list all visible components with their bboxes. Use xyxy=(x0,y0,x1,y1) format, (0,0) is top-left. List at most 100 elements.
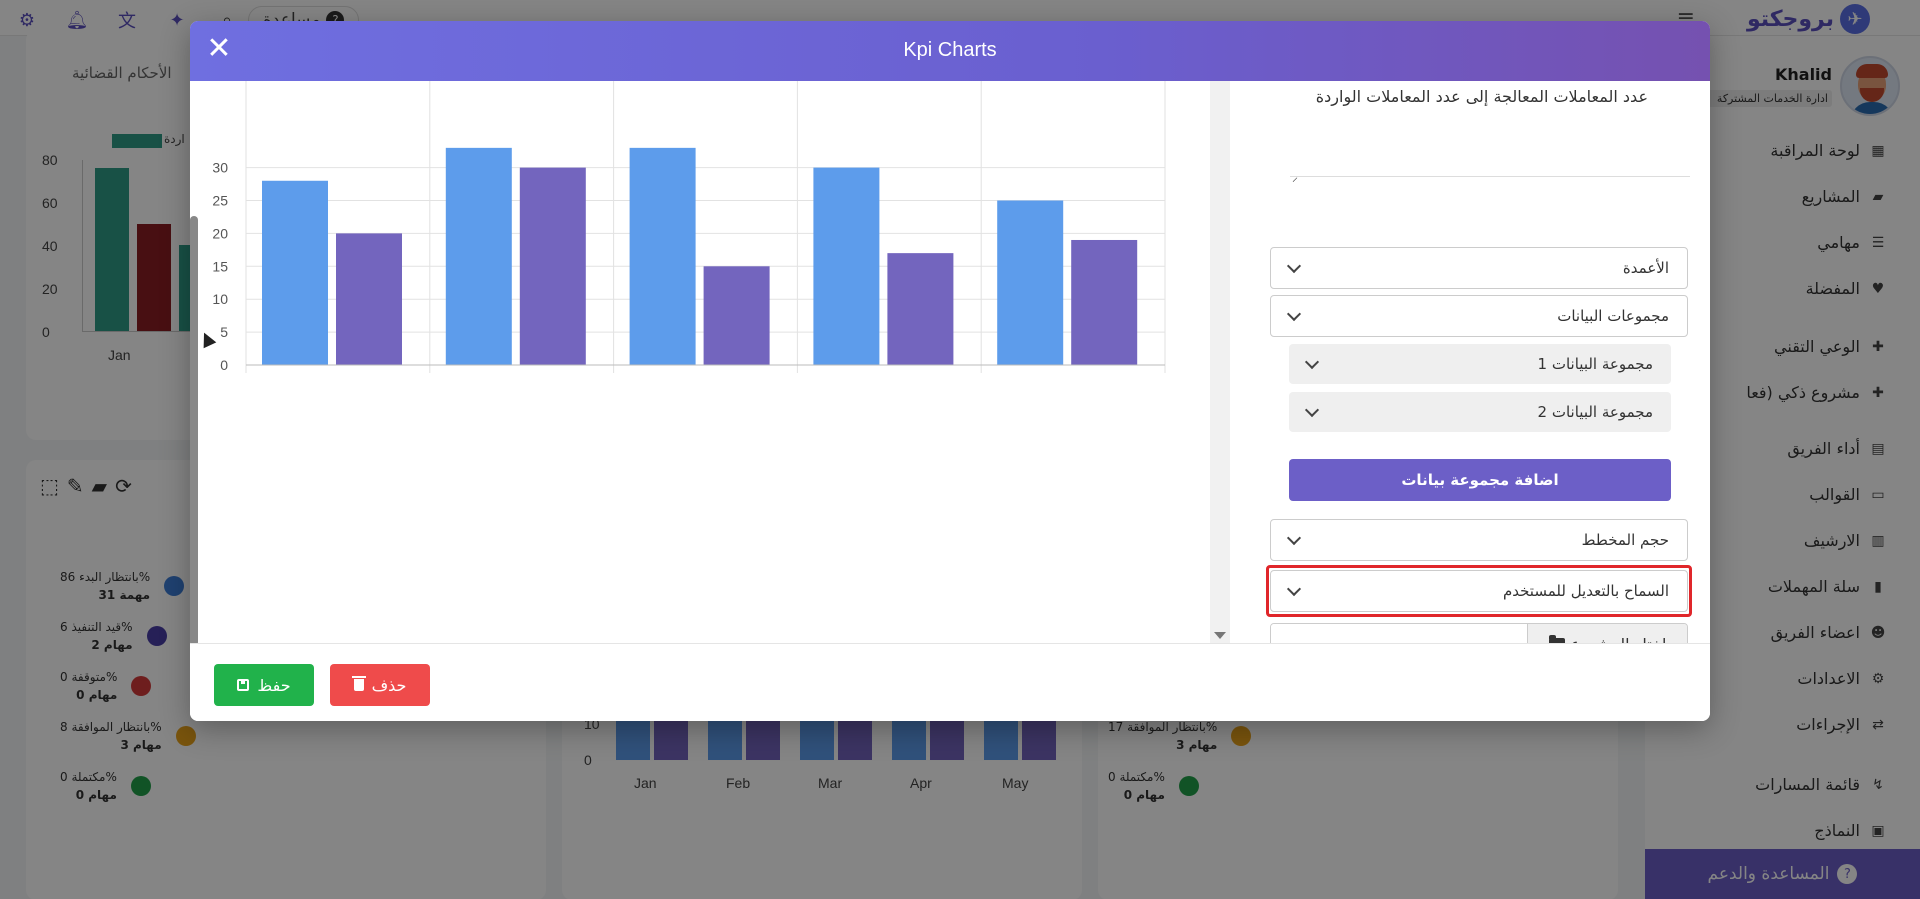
sparkle-icon[interactable]: ✦ xyxy=(169,9,185,31)
sidebar-item[interactable]: أداء الفريق ▤ xyxy=(1645,426,1920,471)
status-text: بانتظار الموافقة 8% 3 مهام xyxy=(60,720,162,752)
refresh-icon[interactable]: ⟳ xyxy=(115,474,132,498)
user-name: Khalid xyxy=(1774,65,1832,84)
sidebar-item[interactable]: الارشيف ▥ xyxy=(1645,518,1920,563)
card1-x-label: Jan xyxy=(108,347,131,363)
sidebar-item[interactable]: سلة المهملات ▮ xyxy=(1645,564,1920,609)
sidebar-item[interactable]: المفضلة ♥ xyxy=(1645,266,1920,311)
chart-bar[interactable] xyxy=(262,180,328,365)
sidebar-item[interactable]: المشاريع ▰ xyxy=(1645,174,1920,219)
chart-bar[interactable] xyxy=(703,266,770,365)
sidebar-item-label: الاعدادات xyxy=(1797,669,1860,688)
user-profile[interactable]: Khalid ادارة الخدمات المشتركة xyxy=(1692,56,1900,116)
close-icon[interactable]: ✕ xyxy=(206,31,232,66)
gear-icon[interactable]: ⚙ xyxy=(18,9,36,31)
scrollbar-thumb[interactable] xyxy=(190,216,198,643)
route-icon: ↯ xyxy=(1872,776,1884,793)
sidebar-item[interactable]: الاعدادات ⚙ xyxy=(1645,656,1920,701)
status-count: 31 مهمة xyxy=(98,588,151,602)
delete-button[interactable]: حذف xyxy=(330,664,430,706)
chart-bar[interactable] xyxy=(629,147,696,365)
status-count: 2 مهام xyxy=(91,638,133,652)
status-count: 3 مهام xyxy=(120,738,162,752)
sidebar-item[interactable]: قائمة المسارات ↯ xyxy=(1645,762,1920,807)
scroll-down-icon[interactable] xyxy=(1214,632,1226,639)
list-icon: ☰ xyxy=(1871,234,1885,251)
chart-bar[interactable] xyxy=(519,167,586,365)
sidebar-item[interactable]: القوالب ▭ xyxy=(1645,472,1920,517)
chart-settings-panel: عدد المعاملات المعالجة إلى عدد المعاملات… xyxy=(1230,81,1710,643)
columns-select[interactable]: الأعمدة xyxy=(1270,247,1688,289)
trash-icon xyxy=(351,676,366,691)
sidebar-item[interactable]: مشروع ذكي (فعا ✚ xyxy=(1645,370,1920,415)
y-tick-label: 30 xyxy=(212,160,228,176)
brand-logo-icon: ✈ xyxy=(1840,4,1870,34)
edit-icon[interactable]: ✎ xyxy=(66,474,84,498)
sidebar-item-label: الارشيف xyxy=(1803,531,1860,550)
chevron-down-icon xyxy=(1304,402,1320,418)
avatar[interactable] xyxy=(1840,56,1900,116)
modal-footer: حفظ حذف xyxy=(190,643,1710,721)
sidebar-item[interactable]: لوحة المراقبة ▦ xyxy=(1645,128,1920,173)
status-dot xyxy=(164,576,185,596)
delete-label: حذف xyxy=(371,675,407,695)
y-tick-label: 0 xyxy=(584,752,592,768)
y-tick-label: 20 xyxy=(212,225,228,241)
datasets-select[interactable]: مجموعات البيانات xyxy=(1270,295,1688,337)
chart-bar[interactable] xyxy=(997,200,1064,366)
settings-icon: ⚙ xyxy=(1871,670,1885,687)
form-icon: ▣ xyxy=(1871,822,1885,839)
dataset-2-label: مجموعة البيانات 2 xyxy=(1537,403,1653,421)
status-text: بانتظار البدء 86% 31 مهمة xyxy=(60,570,150,602)
folder-icon[interactable]: ▰ xyxy=(91,474,108,498)
x-tick-label: Jan xyxy=(634,775,657,791)
status-title: بانتظار الموافقة 8% xyxy=(60,720,162,734)
bell-icon[interactable]: 🔔︎ xyxy=(65,9,89,31)
save-button[interactable]: حفظ xyxy=(214,664,314,706)
settings-scrollbar[interactable] xyxy=(1210,81,1230,643)
status-title: مكتملة 0% xyxy=(60,770,117,784)
status-dot xyxy=(1178,776,1199,796)
allow-user-edit-label: السماح بالتعديل للمستخدم xyxy=(1502,582,1669,600)
sidebar-item[interactable]: النماذج ▣ xyxy=(1645,808,1920,853)
chart-bar[interactable] xyxy=(445,147,512,365)
support-button[interactable]: المساعدة والدعم ? xyxy=(1645,849,1920,899)
sidebar-item[interactable]: اعضاء الفريق ☻ xyxy=(1645,610,1920,655)
x-tick-label: May xyxy=(1058,378,1084,381)
chart-size-select[interactable]: حجم المخطط xyxy=(1270,519,1688,561)
chevron-down-icon xyxy=(1286,581,1302,597)
y-tick-label: 25 xyxy=(212,193,228,209)
sidebar-item-label: اعضاء الفريق xyxy=(1770,623,1860,642)
status-item: مكتملة 0% 0 مهام xyxy=(1108,770,1199,802)
select-icon[interactable]: ⬚ xyxy=(40,474,59,498)
sidebar-item[interactable]: مهامي ☰ xyxy=(1645,220,1920,265)
chart-preview: 0 5 10 15 20 25 30 Jan Feb Mar Apr May xyxy=(190,81,1210,643)
sidebar-item[interactable]: الإجراءات ⇄ xyxy=(1645,702,1920,747)
chart-bar[interactable] xyxy=(1071,239,1138,365)
x-tick-label: Feb xyxy=(508,378,532,381)
card-toolbar: ⬚ ✎ ▰ ⟳ xyxy=(40,474,132,498)
y-tick-label: 60 xyxy=(42,195,58,211)
chart-bar[interactable] xyxy=(813,167,880,365)
translate-icon[interactable]: 文 xyxy=(118,11,136,32)
allow-user-edit-select[interactable]: السماح بالتعديل للمستخدم xyxy=(1270,570,1688,612)
dataset-2-select[interactable]: مجموعة البيانات 2 xyxy=(1289,392,1671,432)
y-tick-label: 10 xyxy=(212,291,228,307)
y-tick-label: 0 xyxy=(42,324,50,340)
legend-label: اردة xyxy=(164,132,185,146)
card-title: الأحكام القضائية xyxy=(72,64,172,82)
choose-project-button[interactable]: اختار المشروع xyxy=(1527,624,1687,643)
search-icon[interactable]: ⌕ xyxy=(221,9,233,31)
y-tick-label: 40 xyxy=(42,238,58,254)
y-tick-label: 80 xyxy=(42,152,58,168)
dataset-1-select[interactable]: مجموعة البيانات 1 xyxy=(1289,344,1671,384)
chart-bar[interactable] xyxy=(887,253,954,365)
brand-logo[interactable]: بروجكتو ✈ xyxy=(1747,4,1870,34)
project-input[interactable] xyxy=(1271,624,1527,643)
sidebar-item-label: المشاريع xyxy=(1801,187,1860,206)
sidebar-item[interactable]: الوعي التقني ✚ xyxy=(1645,324,1920,369)
add-dataset-button[interactable]: اضافة مجموعة بيانات xyxy=(1289,459,1671,501)
chart-bar[interactable] xyxy=(336,233,402,365)
sidebar-item-label: أداء الفريق xyxy=(1787,439,1860,458)
sidebar-item-label: القوالب xyxy=(1809,485,1860,504)
